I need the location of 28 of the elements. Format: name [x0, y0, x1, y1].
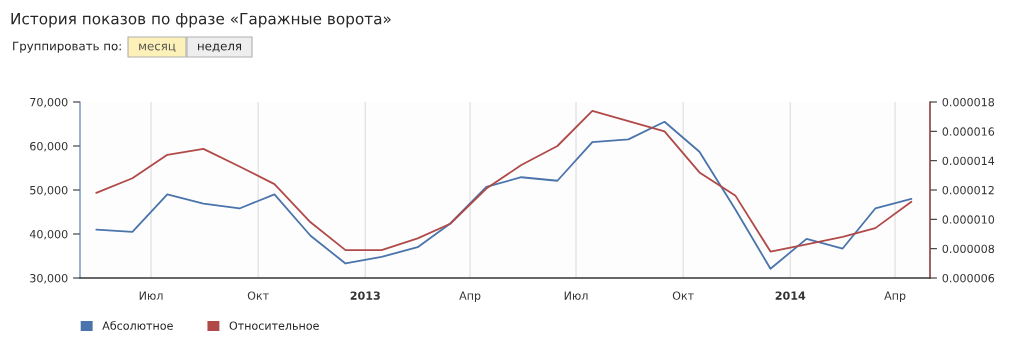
y-tick-label: 70,000 — [30, 97, 68, 108]
y2-tick-label: 0.000012 — [942, 185, 994, 195]
x-tick-label: Апр — [459, 291, 481, 302]
line-series — [95, 120, 913, 270]
legend-label: Относительное — [229, 321, 319, 330]
y-tick-label: 30,000 — [30, 273, 68, 284]
y2-tick-label: 0.000006 — [942, 273, 995, 283]
y2-tick-label: 0.000014 — [942, 156, 995, 166]
y2-tick-label: 0.000010 — [942, 215, 995, 224]
x-tick-label: Июл — [564, 291, 588, 300]
y-tick-label: 40,000 — [29, 229, 68, 240]
text: Группировать по: — [13, 41, 121, 53]
y2-tick-label: 0.000016 — [942, 127, 995, 136]
x-tick-label: Окт — [247, 291, 269, 300]
y2-tick-label: 0.000018 — [942, 97, 995, 107]
x-tick-label: 2013 — [350, 291, 380, 300]
text: неделя — [198, 43, 242, 52]
x-tick-label: Апр — [884, 291, 906, 302]
line-series — [95, 109, 913, 253]
y2-tick-label: 0.000008 — [942, 244, 995, 254]
x-tick-label: Окт — [672, 291, 694, 300]
legend-label: Абсолютное — [102, 321, 173, 330]
text: месяц — [139, 43, 176, 52]
y-tick-label: 60,000 — [30, 141, 68, 152]
chart-title: История показов по фразе «Гаражные ворота» — [11, 13, 391, 28]
x-tick-label: Июл — [139, 291, 163, 300]
x-tick-label: 2014 — [775, 291, 806, 300]
y-tick-label: 50,000 — [30, 185, 68, 196]
